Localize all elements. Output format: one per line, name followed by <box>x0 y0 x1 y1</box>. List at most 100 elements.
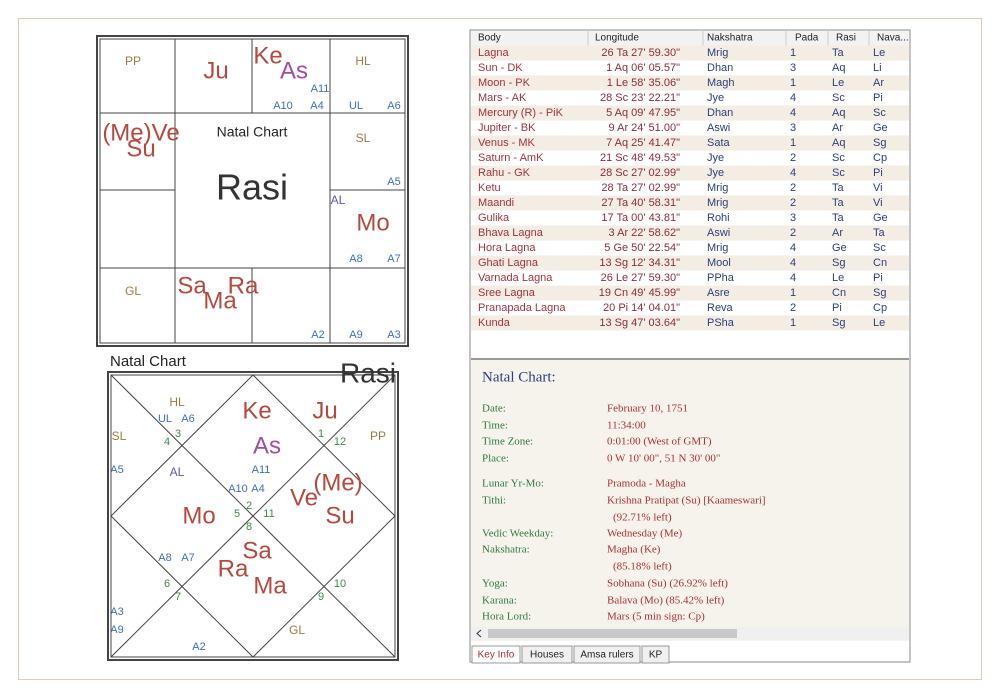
cell: Magh <box>707 77 735 89</box>
cell: 1 <box>790 77 796 89</box>
chart-label: AL <box>331 193 346 207</box>
cell: 1 <box>790 137 796 149</box>
info-value: Mars (5 min sign: Cp) <box>607 611 705 623</box>
info-label: Date: <box>482 403 506 415</box>
chart-label: Ra <box>228 272 259 299</box>
cell: Dhan <box>707 62 733 74</box>
chart-label: 4 <box>164 436 170 448</box>
chart-label: GL <box>289 623 305 637</box>
south-title: Natal Chart <box>217 124 288 140</box>
cell: 28 Ta 27' 02.99" <box>601 182 680 194</box>
cell: 1 <box>790 317 796 329</box>
cell: Mars - AK <box>478 92 527 104</box>
cell: Sc <box>873 242 886 254</box>
info-label: Place: <box>482 453 509 465</box>
cell: 19 Cn 49' 45.99" <box>599 287 680 299</box>
cell: 4 <box>790 92 796 104</box>
chart-label: A4 <box>251 483 264 495</box>
row-bg <box>471 255 909 271</box>
cell: Pi <box>832 302 842 314</box>
chart-label: Su <box>325 502 354 529</box>
cell: Sree Lagna <box>478 287 536 299</box>
chart-label: Ma <box>253 572 287 599</box>
chart-label: (Me) <box>313 469 362 496</box>
cell: 2 <box>790 227 796 239</box>
cell: Mercury (R) - PiK <box>478 107 564 119</box>
chart-label: 6 <box>164 578 170 590</box>
cell: Mool <box>707 257 731 269</box>
chart-label: AL <box>170 465 185 479</box>
cell: Mrig <box>707 182 728 194</box>
cell: Cp <box>873 302 887 314</box>
cell: Sg <box>873 287 886 299</box>
chart-label: Ke <box>253 42 282 69</box>
row-bg <box>471 165 909 181</box>
cell: Ge <box>832 242 847 254</box>
tab-label[interactable]: Amsa rulers <box>580 650 633 661</box>
chart-label: 7 <box>175 591 181 603</box>
row-bg <box>471 45 909 61</box>
chart-label: Su <box>126 135 155 162</box>
row-bg <box>471 285 909 301</box>
cell: 1 Aq 06' 05.57" <box>606 62 680 74</box>
column-header: Pada <box>795 33 819 44</box>
info-label: Time: <box>482 420 508 432</box>
row-bg <box>471 105 909 121</box>
cell: 3 <box>790 212 796 224</box>
tab[interactable] <box>573 645 641 664</box>
info-value: 11:34:00 <box>607 420 646 432</box>
cell: Aq <box>832 137 845 149</box>
row-bg <box>471 135 909 151</box>
cell: Ketu <box>478 182 501 194</box>
chart-label: A5 <box>110 464 123 476</box>
cell: Rohi <box>707 212 730 224</box>
tab[interactable] <box>471 645 521 664</box>
info-value: Pramoda - Magha <box>607 478 686 490</box>
cell: Ta <box>832 47 845 59</box>
tab[interactable] <box>641 645 670 664</box>
info-label: Lunar Yr-Mo: <box>482 478 544 490</box>
tab-label[interactable]: KP <box>649 650 663 661</box>
cell: Aq <box>832 107 845 119</box>
cell: Dhan <box>707 107 733 119</box>
cell: Ta <box>873 227 886 239</box>
chart-label: Mo <box>182 502 215 529</box>
cell: Jye <box>707 167 724 179</box>
cell: Bhava Lagna <box>478 227 544 239</box>
scroll-left[interactable] <box>476 629 482 638</box>
cell: Ar <box>873 77 884 89</box>
info-value: (92.71% left) <box>613 512 672 524</box>
south-chart-grid <box>96 35 409 347</box>
north-title: Natal Chart <box>110 353 187 370</box>
info-label: Karana: <box>482 595 517 607</box>
cell: Varnada Lagna <box>478 272 553 284</box>
chart-label: Ve <box>290 484 318 511</box>
chart-label: A10 <box>228 483 248 495</box>
cell: 13 Sg 12' 34.31" <box>599 257 680 269</box>
chart-label: A9 <box>110 624 123 636</box>
cell: Jye <box>707 92 724 104</box>
tab[interactable] <box>521 645 573 664</box>
info-label: Time Zone: <box>482 436 533 448</box>
cell: Ar <box>832 227 843 239</box>
chart-label: A8 <box>349 253 362 265</box>
chart-label: 12 <box>334 436 346 448</box>
cell: 9 Ar 24' 51.00" <box>609 122 681 134</box>
info-value: Balava (Mo) (85.42% left) <box>607 595 725 607</box>
chart-label: UL <box>349 100 363 112</box>
scroll-thumb[interactable] <box>488 629 737 638</box>
chart-label: (Me)Ve <box>102 119 179 146</box>
tab-label[interactable]: Key Info <box>478 650 515 661</box>
south-name: Rasi <box>216 167 288 208</box>
chart-label: 5 <box>234 508 240 520</box>
chart-label: Sa <box>242 537 272 564</box>
cell: 4 <box>790 272 796 284</box>
cell: 27 Ta 40' 58.31" <box>601 197 680 209</box>
chart-label: A2 <box>192 641 205 653</box>
chart-label: A11 <box>311 83 330 95</box>
cell: 4 <box>790 242 796 254</box>
chart-label: Ju <box>312 397 337 424</box>
tab-label[interactable]: Houses <box>530 650 564 661</box>
north-name: Rasi <box>340 357 396 388</box>
row-bg <box>471 225 909 241</box>
